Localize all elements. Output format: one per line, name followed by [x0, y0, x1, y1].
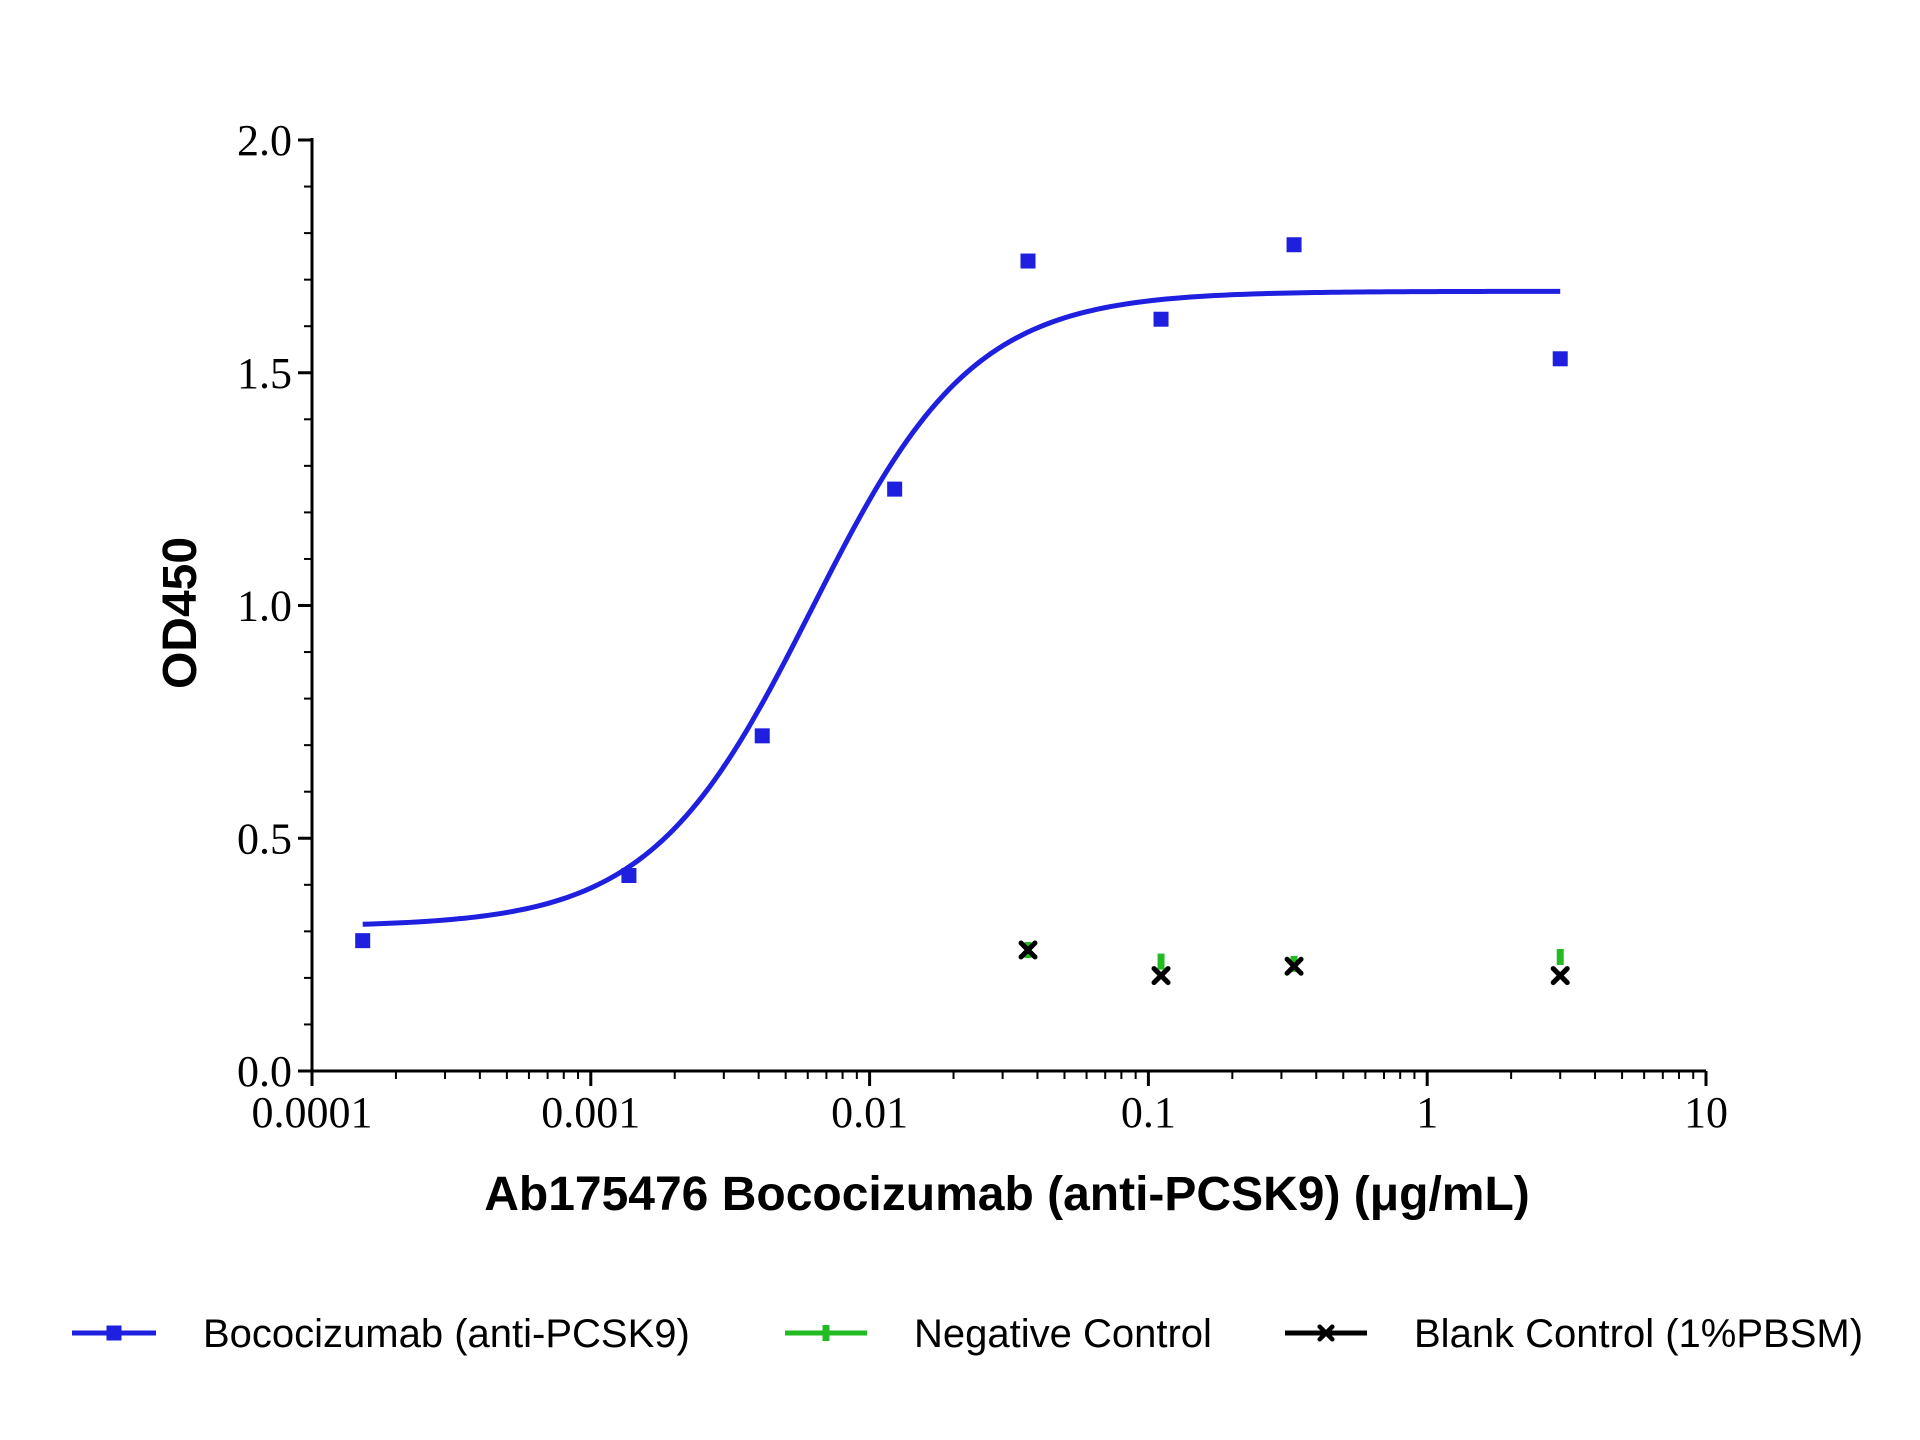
y-tick-label: 2.0 — [237, 116, 292, 165]
legend-item-0: Bococizumab (anti-PCSK9) — [72, 1312, 690, 1356]
x-tick-label: 0.1 — [1121, 1088, 1176, 1137]
y-tick-label: 1.0 — [237, 582, 292, 631]
data-point — [1020, 253, 1036, 269]
y-tick-label: 1.5 — [237, 349, 292, 398]
data-point — [1556, 948, 1564, 965]
legend-marker — [106, 1325, 122, 1341]
series-0 — [355, 237, 1568, 949]
data-point — [355, 933, 371, 949]
data-point — [1284, 956, 1304, 976]
y-axis-title: OD450 — [154, 537, 207, 689]
data-point — [1286, 237, 1302, 253]
data-point — [1552, 351, 1568, 367]
data-point — [1018, 940, 1038, 960]
x-tick-label: 10 — [1684, 1088, 1728, 1137]
y-tick-label: 0.5 — [237, 814, 292, 863]
x-tick-label: 0.0001 — [252, 1088, 373, 1137]
data-point — [1550, 966, 1570, 986]
legend-marker — [822, 1325, 830, 1341]
x-tick-label: 0.001 — [541, 1088, 640, 1137]
series-2 — [1018, 940, 1570, 986]
plot-area — [355, 237, 1570, 986]
legend-label: Negative Control — [914, 1312, 1212, 1356]
x-axis-title: Ab175476 Bococizumab (anti-PCSK9) (μg/mL… — [484, 1168, 1530, 1221]
data-point — [1157, 953, 1165, 970]
fit-curve — [362, 288, 1561, 927]
legend-label: Blank Control (1%PBSM) — [1414, 1312, 1863, 1356]
legend: Bococizumab (anti-PCSK9) Negative Control… — [72, 1312, 1863, 1356]
x-tick-label: 1 — [1416, 1088, 1438, 1137]
legend-item-2: Blank Control (1%PBSM) — [1285, 1312, 1863, 1356]
legend-label: Bococizumab (anti-PCSK9) — [203, 1312, 690, 1356]
legend-marker — [1317, 1324, 1335, 1342]
legend-item-1: Negative Control — [785, 1312, 1212, 1356]
data-point — [887, 481, 903, 497]
data-point — [754, 728, 770, 744]
data-point — [621, 867, 637, 883]
y-tick-label: 0.0 — [237, 1047, 292, 1096]
data-point — [1151, 966, 1171, 986]
data-point — [1153, 311, 1169, 327]
x-tick-label: 0.01 — [831, 1088, 908, 1137]
axes: 0.0 0.5 1.0 1.5 2.0 0.0001 0.001 0.01 0.1 1 10 — [237, 116, 1728, 1137]
